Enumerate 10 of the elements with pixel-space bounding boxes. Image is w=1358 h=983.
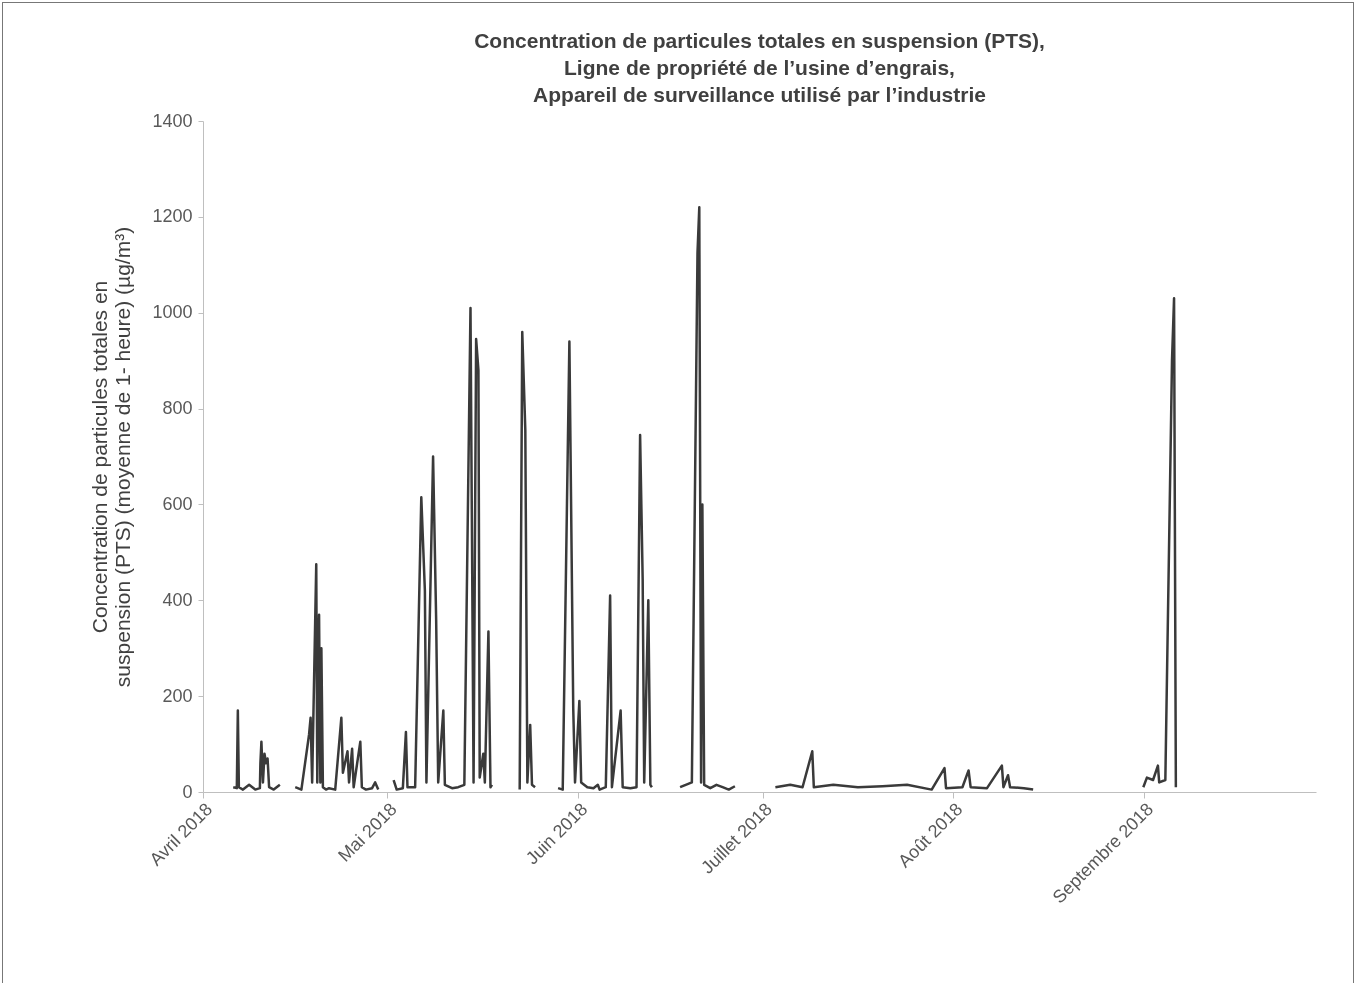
y-tick-label: 1400 [152,110,193,131]
chart-title: Concentration de particules totales en suspension (PTS), Ligne de propriété de l’usine d’engrais, Appareil de surveillance utilisé par l’industrie [474,29,1045,106]
y-tick-label: 1200 [152,206,193,227]
y-tick-label: 800 [162,398,193,419]
y-tick-label: 1000 [152,302,193,323]
y-axis-title: Concentration de particules totales en suspension (PTS) (moyenne de 1- heure) (µg/m³) [88,226,135,688]
y-tick-label: 600 [162,493,193,514]
y-tick-label: 400 [162,589,193,610]
y-tick-label: 0 [182,781,193,802]
y-tick-label: 200 [162,685,193,706]
